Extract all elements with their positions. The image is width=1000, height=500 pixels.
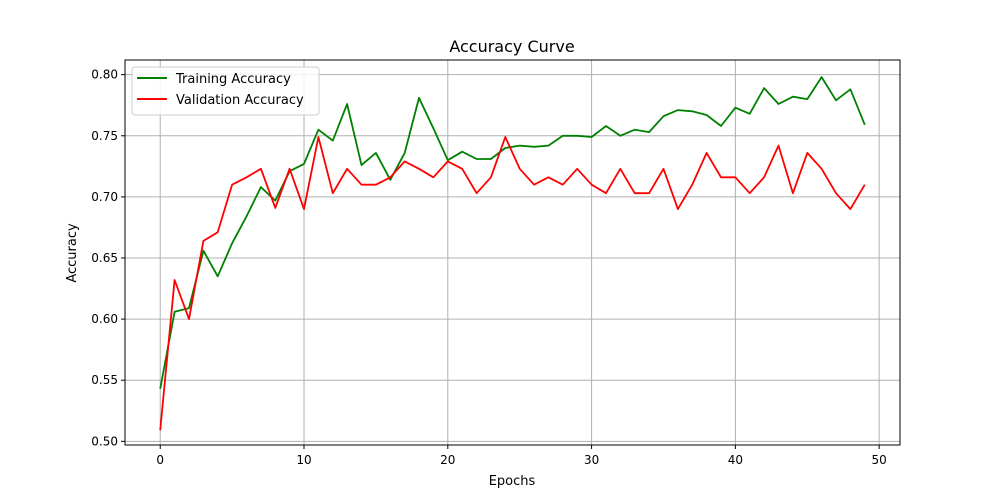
legend-label-validation: Validation Accuracy	[176, 93, 304, 108]
y-axis-label: Accuracy	[65, 223, 80, 283]
chart-title: Accuracy Curve	[449, 37, 574, 56]
x-tick-label: 50	[872, 453, 887, 467]
x-tick-label: 30	[584, 453, 599, 467]
plot-frame	[124, 59, 901, 446]
x-tick-label: 0	[156, 453, 164, 467]
y-tick-label: 0.55	[91, 373, 118, 387]
series-line-validation	[159, 136, 866, 431]
y-tick-label: 0.80	[91, 68, 118, 82]
x-tick-label: 20	[440, 453, 455, 467]
y-tick-label: 0.75	[91, 129, 118, 143]
y-tick-label: 0.60	[91, 312, 118, 326]
legend-box	[131, 66, 320, 116]
y-tick-label: 0.65	[91, 251, 118, 265]
y-tick-label: 0.50	[91, 434, 118, 448]
series-lines	[159, 76, 866, 431]
y-tick-label: 0.70	[91, 190, 118, 204]
legend-label-training: Training Accuracy	[175, 72, 291, 87]
grid	[125, 60, 900, 445]
legend: Training Accuracy Validation Accuracy	[131, 66, 320, 116]
y-axis: 0.50 0.55 0.60 0.65 0.70 0.75 0.80	[91, 68, 125, 448]
x-tick-label: 10	[296, 453, 311, 467]
x-tick-label: 40	[728, 453, 743, 467]
series-line-training	[159, 76, 866, 389]
x-axis-label: Epochs	[489, 474, 536, 489]
x-axis: 0 10 20 30 40 50	[156, 445, 887, 467]
